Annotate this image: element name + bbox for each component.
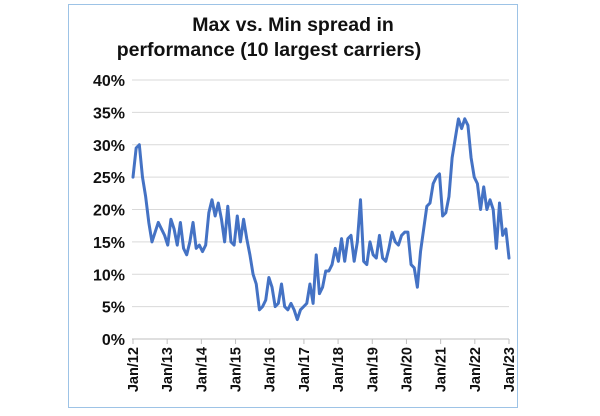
x-tick-label: Jan/21	[434, 347, 450, 392]
y-tick-label: 25%	[93, 170, 125, 187]
x-tick-label: Jan/16	[263, 347, 279, 392]
x-tick-label: Jan/19	[365, 347, 381, 392]
x-tick-label: Jan/15	[229, 347, 245, 392]
x-tick-label: Jan/14	[194, 347, 210, 392]
x-tick-label: Jan/22	[468, 347, 484, 392]
y-tick-label: 30%	[93, 138, 125, 155]
y-tick-label: 0%	[102, 332, 125, 349]
y-tick-label: 20%	[93, 203, 125, 220]
y-tick-label: 35%	[93, 105, 125, 122]
y-tick-label: 15%	[93, 235, 125, 252]
chart-title-line-2: performance (10 largest carriers)	[116, 39, 422, 61]
y-tick-label: 10%	[93, 267, 125, 284]
x-tick-label: Jan/20	[399, 347, 415, 392]
series-line	[131, 117, 511, 322]
x-tick-label: Jan/18	[331, 347, 347, 392]
x-tick-label: Jan/13	[160, 347, 176, 392]
y-tick-label: 40%	[93, 73, 125, 90]
chart-title-line-1: Max vs. Min spread in	[192, 14, 394, 36]
chart-frame: Max vs. Min spread in performance (10 la…	[68, 4, 518, 408]
y-tick-label: 5%	[102, 300, 125, 317]
x-tick-label: Jan/23	[502, 347, 518, 392]
line-chart: 0% 5% 10% 15% 20% 25% 30% 35% 40% Jan/12 Jan/13 Jan…	[93, 73, 518, 392]
chart-title: Max vs. Min spread in performance (10 la…	[69, 13, 517, 63]
x-tick-label: Jan/17	[297, 347, 313, 392]
x-tick-label: Jan/12	[126, 347, 142, 392]
